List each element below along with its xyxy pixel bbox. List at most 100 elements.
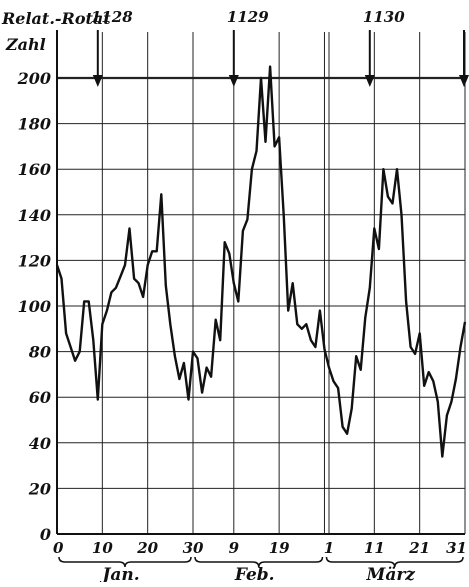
data-point-25	[169, 323, 171, 325]
data-point-48	[274, 145, 276, 147]
data-point-4	[74, 360, 76, 362]
data-point-63	[342, 426, 344, 428]
data-point-73	[387, 195, 389, 198]
series-line-0	[55, 65, 467, 458]
data-point-86	[446, 414, 448, 417]
data-point-75	[396, 168, 398, 170]
data-point-5	[79, 351, 81, 353]
month-brace-2	[325, 556, 464, 568]
data-point-28	[183, 362, 185, 364]
x-tick-label-10: 31	[446, 539, 467, 557]
data-point-26	[174, 355, 176, 357]
data-point-59	[323, 348, 326, 350]
data-point-32	[201, 392, 203, 394]
data-point-24	[165, 284, 167, 287]
data-point-64	[346, 433, 348, 435]
data-point-77	[405, 300, 407, 303]
series-layer	[55, 65, 467, 458]
data-point-88	[455, 378, 457, 380]
data-point-15	[124, 264, 126, 266]
data-point-56	[310, 339, 312, 341]
data-point-58	[319, 309, 321, 312]
data-point-60	[328, 366, 330, 369]
data-point-19	[142, 296, 144, 298]
data-point-53	[296, 323, 298, 325]
data-point-47	[269, 66, 271, 68]
data-point-74	[391, 202, 394, 204]
data-point-76	[400, 214, 403, 216]
data-point-67	[360, 369, 362, 371]
rotation-arrow-head-0	[92, 75, 103, 87]
data-point-51	[287, 309, 289, 312]
data-point-78	[410, 346, 412, 348]
data-point-16	[128, 227, 131, 230]
data-point-57	[314, 346, 316, 348]
data-point-10	[101, 323, 103, 325]
data-point-8	[92, 339, 94, 341]
data-point-50	[283, 214, 285, 216]
month-brace-0	[58, 556, 192, 568]
data-point-90	[464, 321, 466, 323]
data-point-38	[228, 252, 230, 255]
data-point-44	[255, 150, 258, 152]
y-tick-label-160: 160	[18, 160, 51, 179]
data-point-43	[251, 168, 253, 170]
y-tick-label-20: 20	[28, 479, 51, 498]
month-label-0: Jan.	[99, 565, 139, 582]
rotation-label-1129: 1129	[227, 8, 269, 26]
data-point-61	[332, 380, 335, 382]
data-point-82	[428, 371, 430, 373]
data-point-46	[264, 141, 267, 143]
rotation-arrow-head-1	[228, 75, 239, 87]
data-point-72	[382, 168, 384, 170]
data-point-13	[115, 287, 117, 289]
data-point-2	[65, 332, 67, 334]
month-label-1: Feb.	[234, 565, 275, 582]
data-point-41	[242, 230, 244, 232]
x-tick-label-9: 21	[408, 539, 430, 557]
data-point-33	[206, 366, 208, 369]
x-tick-label-7: 1	[324, 539, 334, 557]
rotation-arrow-head-3	[459, 75, 469, 87]
x-tick-label-3: 30	[183, 539, 204, 557]
rotation-label-1130: 1130	[363, 8, 405, 26]
y-tick-label-180: 180	[18, 115, 51, 134]
data-point-17	[133, 278, 135, 280]
month-label-2: März	[366, 565, 416, 582]
data-point-6	[83, 300, 85, 303]
data-point-66	[355, 355, 357, 357]
data-point-36	[219, 339, 221, 341]
rotation-label-1128: 1128	[91, 8, 133, 26]
data-point-37	[224, 241, 226, 243]
data-point-11	[106, 309, 108, 312]
data-point-49	[278, 136, 280, 138]
data-point-30	[192, 351, 194, 353]
data-point-18	[138, 282, 140, 284]
x-tick-label-5: 19	[269, 539, 290, 557]
data-point-27	[178, 378, 180, 380]
y-axis-label-line1: Relat.-Rotat	[1, 9, 111, 28]
y-axis-label-line2: Zahl	[5, 35, 46, 54]
data-point-20	[147, 264, 149, 266]
data-point-70	[373, 227, 375, 230]
data-point-87	[450, 401, 452, 403]
data-point-22	[156, 250, 158, 252]
data-point-14	[119, 275, 122, 277]
x-tick-label-2: 20	[136, 539, 158, 557]
rotation-markers: 1128 1129 1130	[91, 8, 469, 87]
plot-frame	[56, 30, 465, 535]
y-tick-labels: 0 20 40 60 80 100 120 140 160 180 200	[17, 69, 51, 544]
data-point-81	[423, 385, 425, 387]
data-point-55	[305, 323, 307, 325]
data-point-23	[160, 193, 162, 195]
y-tick-label-0: 0	[40, 525, 51, 544]
y-tick-label-200: 200	[17, 69, 51, 88]
data-point-62	[337, 387, 339, 389]
month-brace-1	[194, 556, 324, 568]
data-point-35	[215, 319, 217, 321]
y-tick-label-40: 40	[29, 434, 51, 453]
y-tick-label-140: 140	[18, 206, 51, 225]
x-tick-labels: 0 10 20 30 9 19 1 11 21 31	[53, 539, 467, 557]
data-point-54	[301, 328, 303, 330]
